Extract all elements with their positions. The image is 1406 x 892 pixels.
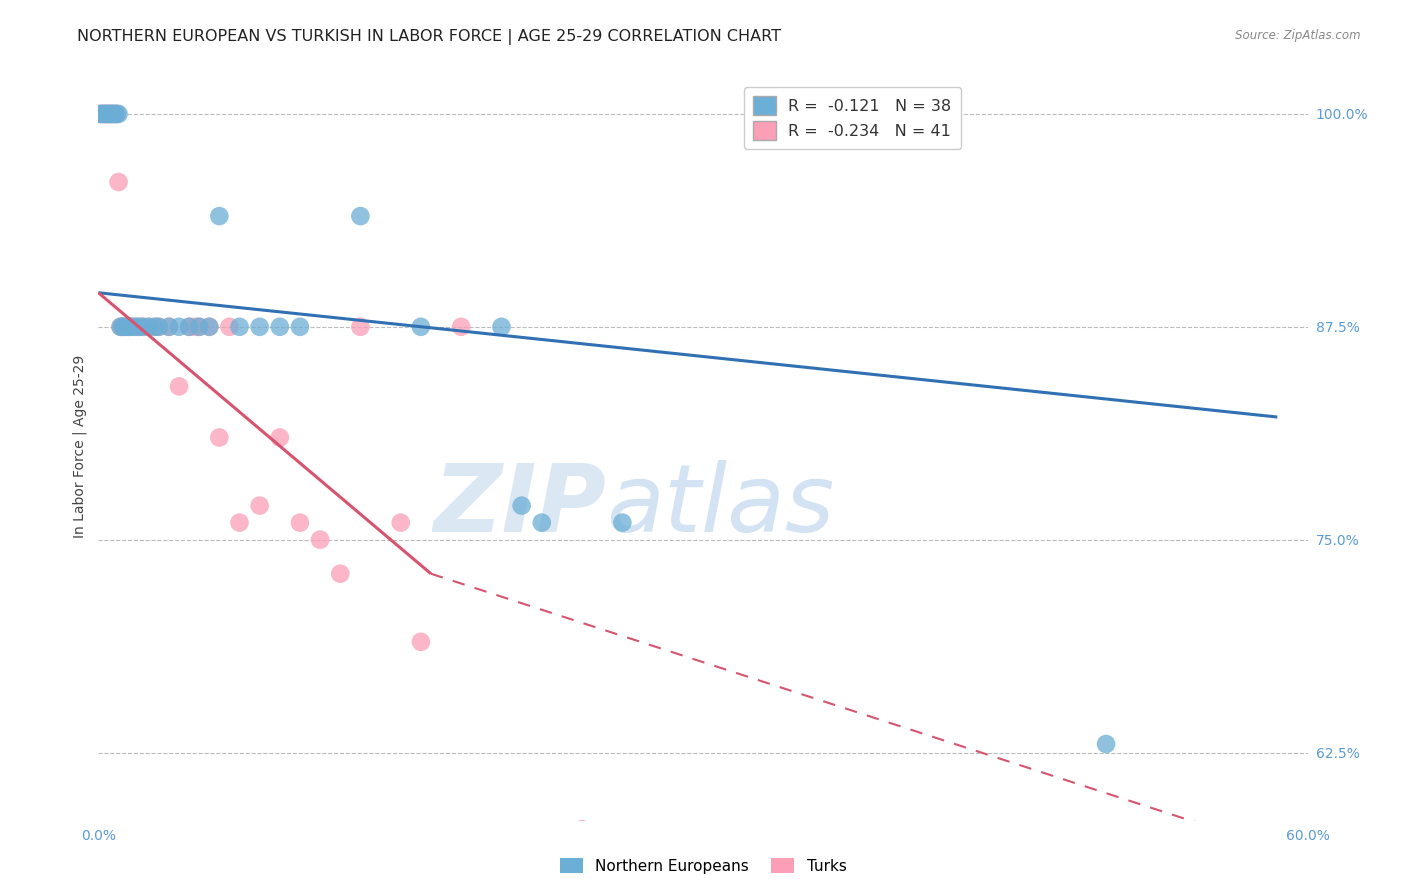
Point — [269, 319, 291, 334]
Text: Source: ZipAtlas.com: Source: ZipAtlas.com — [1236, 29, 1361, 42]
Point — [329, 566, 352, 581]
Point — [89, 107, 111, 121]
Point — [93, 107, 115, 121]
Point — [120, 319, 142, 334]
Point — [103, 107, 125, 121]
Point — [269, 430, 291, 444]
Point — [530, 516, 553, 530]
Legend: R =  -0.121   N = 38, R =  -0.234   N = 41: R = -0.121 N = 38, R = -0.234 N = 41 — [744, 87, 962, 149]
Point — [143, 319, 166, 334]
Point — [103, 107, 125, 121]
Point — [157, 319, 180, 334]
Point — [105, 107, 128, 121]
Point — [188, 319, 211, 334]
Point — [1095, 737, 1118, 751]
Point — [110, 319, 132, 334]
Text: ZIP: ZIP — [433, 460, 606, 552]
Point — [349, 319, 371, 334]
Text: atlas: atlas — [606, 460, 835, 551]
Point — [143, 319, 166, 334]
Point — [188, 319, 211, 334]
Point — [97, 107, 120, 121]
Point — [115, 319, 138, 334]
Point — [114, 319, 136, 334]
Point — [228, 319, 250, 334]
Point — [89, 107, 111, 121]
Point — [132, 319, 155, 334]
Point — [138, 319, 160, 334]
Point — [100, 107, 122, 121]
Point — [389, 516, 412, 530]
Point — [91, 107, 114, 121]
Point — [409, 635, 432, 649]
Point — [97, 107, 120, 121]
Y-axis label: In Labor Force | Age 25-29: In Labor Force | Age 25-29 — [73, 354, 87, 538]
Point — [101, 107, 124, 121]
Point — [93, 107, 115, 121]
Point — [218, 319, 240, 334]
Point — [124, 319, 146, 334]
Point — [111, 319, 134, 334]
Point — [101, 107, 124, 121]
Point — [114, 319, 136, 334]
Point — [138, 319, 160, 334]
Point — [198, 319, 221, 334]
Point — [124, 319, 146, 334]
Point — [491, 319, 513, 334]
Point — [571, 822, 593, 837]
Point — [249, 319, 271, 334]
Point — [120, 319, 142, 334]
Point — [349, 209, 371, 223]
Point — [107, 175, 129, 189]
Point — [157, 319, 180, 334]
Point — [228, 516, 250, 530]
Point — [105, 107, 128, 121]
Point — [612, 516, 634, 530]
Point — [167, 379, 190, 393]
Point — [148, 319, 170, 334]
Legend: Northern Europeans, Turks: Northern Europeans, Turks — [554, 852, 852, 880]
Point — [510, 499, 533, 513]
Point — [118, 319, 141, 334]
Point — [208, 430, 231, 444]
Point — [288, 516, 311, 530]
Point — [91, 107, 114, 121]
Point — [179, 319, 201, 334]
Point — [249, 499, 271, 513]
Point — [179, 319, 201, 334]
Point — [128, 319, 150, 334]
Point — [409, 319, 432, 334]
Point — [208, 209, 231, 223]
Point — [111, 319, 134, 334]
Text: NORTHERN EUROPEAN VS TURKISH IN LABOR FORCE | AGE 25-29 CORRELATION CHART: NORTHERN EUROPEAN VS TURKISH IN LABOR FO… — [77, 29, 782, 45]
Point — [148, 319, 170, 334]
Point — [118, 319, 141, 334]
Point — [184, 319, 207, 334]
Point — [100, 107, 122, 121]
Point — [167, 319, 190, 334]
Point — [132, 319, 155, 334]
Point — [128, 319, 150, 334]
Point — [450, 319, 472, 334]
Point — [110, 319, 132, 334]
Point — [96, 107, 118, 121]
Point — [107, 107, 129, 121]
Point — [309, 533, 332, 547]
Point — [96, 107, 118, 121]
Point — [288, 319, 311, 334]
Point — [198, 319, 221, 334]
